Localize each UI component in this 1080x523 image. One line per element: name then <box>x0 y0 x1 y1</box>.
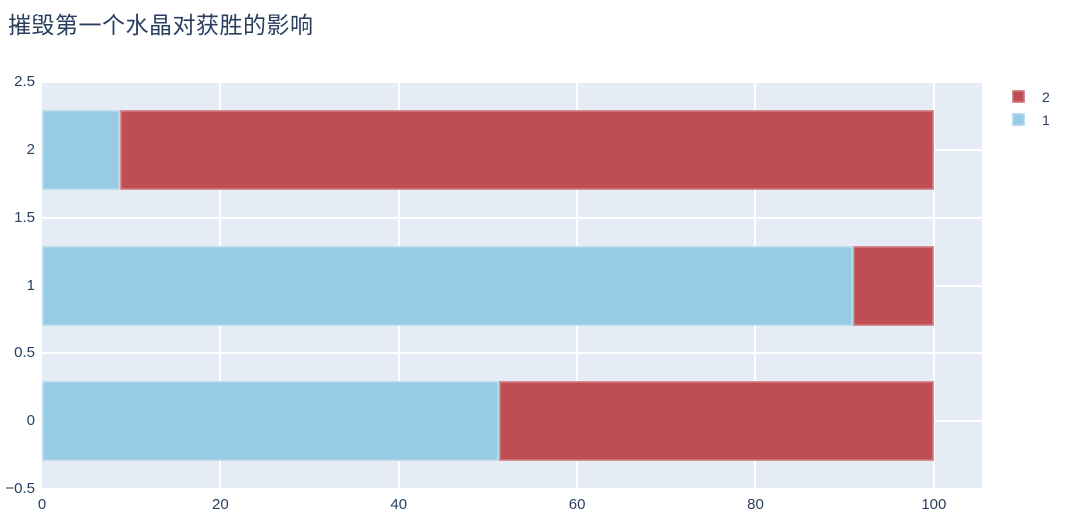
y-tick-label-1: 1 <box>26 276 35 294</box>
legend-swatch-1 <box>1012 113 1025 126</box>
bar-segment-series-1-cat-0[interactable] <box>42 381 499 462</box>
x-tick-label-60: 60 <box>568 496 586 513</box>
y-tick-label-−0.5: −0.5 <box>5 480 35 497</box>
y-tick-label-2.5: 2.5 <box>14 73 35 90</box>
legend-label: 1 <box>1042 111 1050 128</box>
h-gridline <box>42 82 982 83</box>
bar-row-0 <box>42 381 934 462</box>
legend-label: 2 <box>1042 88 1050 105</box>
h-gridline <box>42 488 982 489</box>
y-tick-label-0.5: 0.5 <box>14 344 35 362</box>
y-tick-label-2: 2 <box>26 140 35 158</box>
x-tick-label-0: 0 <box>37 496 47 513</box>
h-gridline <box>42 216 982 219</box>
y-tick-label-0: 0 <box>26 412 35 430</box>
bar-segment-series-2-cat-0[interactable] <box>498 381 934 462</box>
bar-segment-series-1-cat-1[interactable] <box>42 245 853 326</box>
x-tick-label-40: 40 <box>390 496 408 513</box>
x-tick-label-100: 100 <box>921 496 947 513</box>
x-tick-label-20: 20 <box>212 496 229 513</box>
bar-segment-series-2-cat-2[interactable] <box>119 109 934 190</box>
h-gridline <box>42 352 982 355</box>
v-gridline <box>932 82 935 489</box>
bar-segment-series-2-cat-1[interactable] <box>852 245 934 326</box>
x-tick-label-80: 80 <box>747 496 764 513</box>
legend-item-2[interactable]: 2 <box>1012 85 1050 108</box>
chart-title: 摧毁第一个水晶对获胜的影响 <box>8 12 314 38</box>
bar-segment-series-1-cat-2[interactable] <box>42 109 120 190</box>
bar-row-2 <box>42 109 934 190</box>
legend-item-1[interactable]: 1 <box>1012 108 1050 131</box>
y-tick-label-1.5: 1.5 <box>14 208 35 226</box>
legend-swatch-2 <box>1012 90 1025 103</box>
plot-area <box>42 82 982 489</box>
bar-row-1 <box>42 245 934 326</box>
